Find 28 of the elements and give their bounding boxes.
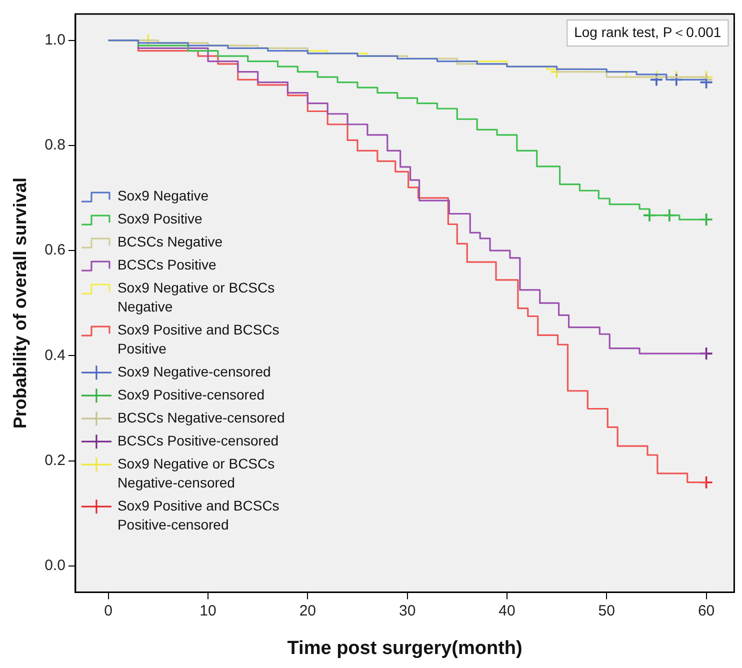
x-tick-label: 20 bbox=[299, 602, 316, 620]
legend-label: Sox9 Positive and BCSCs Positive-censored bbox=[117, 497, 280, 532]
x-tick-label: 50 bbox=[598, 602, 615, 620]
y-tick-label: 1.0 bbox=[44, 31, 66, 48]
legend-label: BCSCs Positive bbox=[117, 256, 216, 272]
y-axis-title: Probability of overall survival bbox=[10, 178, 30, 429]
y-tick-label: 0.2 bbox=[44, 452, 66, 469]
x-tick-label: 40 bbox=[498, 602, 516, 620]
legend-label: Sox9 Positive bbox=[117, 210, 202, 226]
legend-label: Sox9 Negative or BCSCs Negative-censored bbox=[117, 455, 275, 490]
y-tick-label: 0.0 bbox=[44, 557, 66, 574]
annotation: Log rank test, P＜0.001 bbox=[574, 24, 722, 40]
legend-label: BCSCs Positive-censored bbox=[117, 432, 279, 448]
legend-label: Sox9 Negative or BCSCs Negative bbox=[117, 279, 275, 314]
legend-label: BCSCs Negative-censored bbox=[117, 409, 285, 426]
legend-label: Sox9 Positive-censored bbox=[117, 386, 265, 402]
legend-label: BCSCs Negative bbox=[117, 233, 223, 250]
legend-label: Sox9 Negative-censored bbox=[117, 363, 271, 380]
y-tick-label: 0.6 bbox=[44, 242, 66, 259]
x-tick-label: 30 bbox=[398, 602, 416, 620]
legend-label: Sox9 Negative bbox=[117, 187, 209, 204]
legend-label: Sox9 Positive and BCSCs Positive bbox=[117, 321, 280, 356]
x-tick-label: 0 bbox=[104, 602, 113, 620]
y-tick-label: 0.8 bbox=[44, 136, 66, 154]
x-tick-label: 60 bbox=[698, 602, 715, 620]
x-tick-label: 10 bbox=[200, 602, 216, 620]
x-axis-title: Time post surgery(month) bbox=[287, 638, 522, 659]
y-tick-label: 0.4 bbox=[44, 346, 66, 364]
